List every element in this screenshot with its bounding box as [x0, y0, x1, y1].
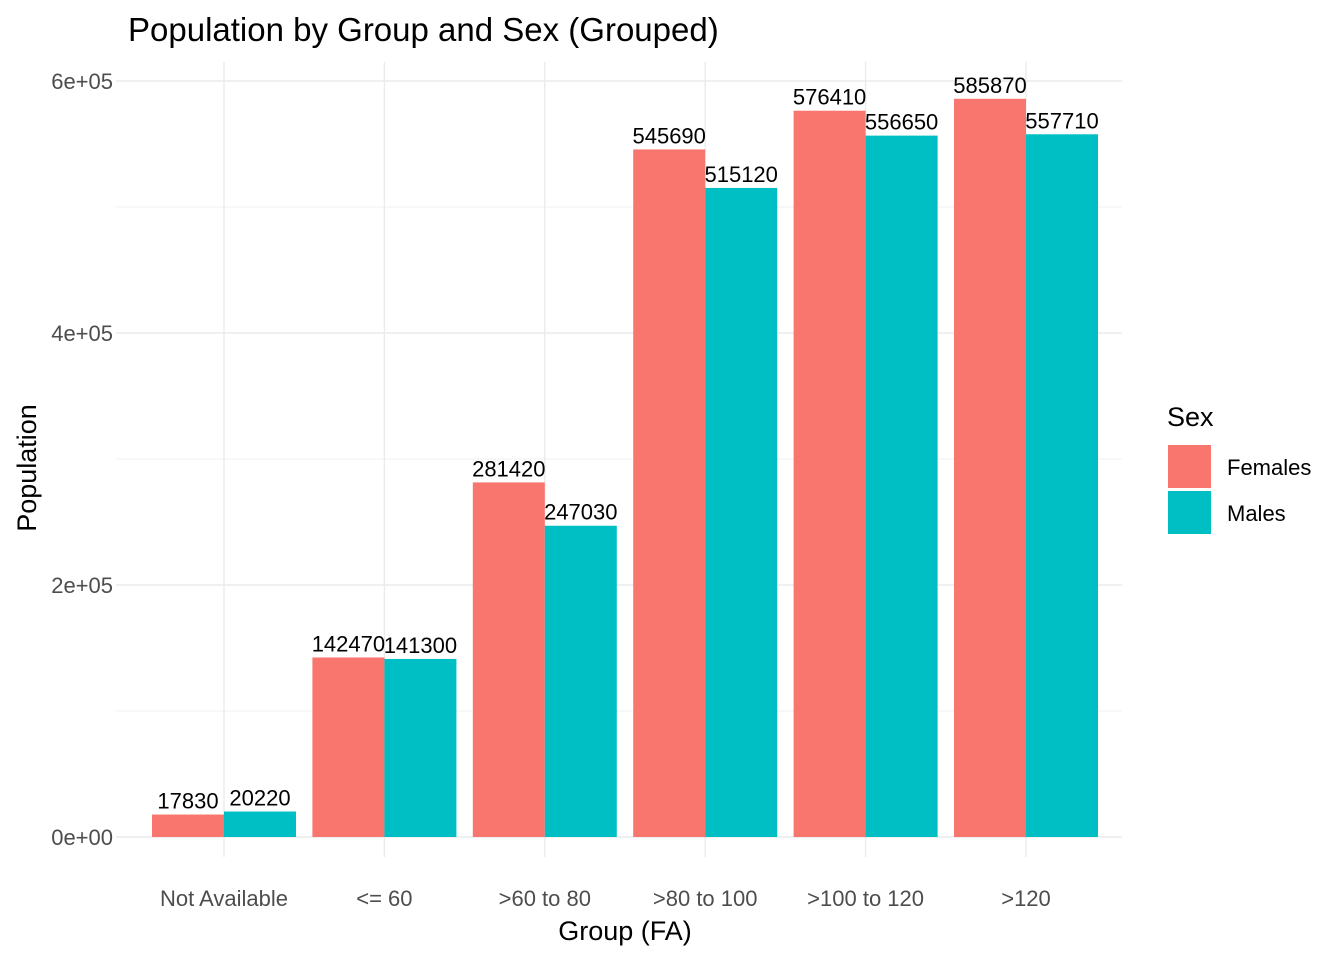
- legend-key-males: [1168, 491, 1211, 534]
- y-axis-ticks: 0e+00 2e+05 4e+05 6e+05: [51, 69, 113, 850]
- data-label-males-3: 515120: [704, 162, 777, 187]
- x-tick-label: >80 to 100: [653, 886, 758, 911]
- legend: Sex Females Males: [1167, 402, 1311, 534]
- bar-males-1: [384, 658, 457, 837]
- data-label-males-0: 20220: [229, 786, 290, 811]
- x-tick-label: >60 to 80: [499, 886, 591, 911]
- bar-males-2: [544, 525, 617, 837]
- y-tick-label: 4e+05: [51, 321, 113, 346]
- data-labels: 17830 142470 281420 545690 576410 585870 20220…: [157, 73, 1098, 814]
- data-label-females-0: 17830: [157, 789, 218, 814]
- legend-key-females: [1168, 445, 1211, 488]
- bars: [152, 98, 1098, 838]
- data-label-males-5: 557710: [1025, 108, 1098, 133]
- y-tick-label: 6e+05: [51, 69, 113, 94]
- bar-males-0: [224, 811, 296, 837]
- legend-title: Sex: [1167, 402, 1214, 432]
- chart-title: Population by Group and Sex (Grouped): [128, 11, 719, 48]
- data-label-males-4: 556650: [865, 110, 938, 135]
- bar-females-3: [633, 149, 706, 837]
- bar-males-4: [865, 135, 938, 838]
- bar-females-0: [152, 814, 224, 837]
- legend-label-males: Males: [1227, 501, 1286, 526]
- data-label-females-3: 545690: [632, 123, 705, 148]
- y-tick-label: 0e+00: [51, 825, 113, 850]
- legend-label-females: Females: [1227, 455, 1311, 480]
- x-tick-label: >100 to 120: [807, 886, 924, 911]
- bar-females-1: [312, 657, 385, 837]
- x-axis-title: Group (FA): [558, 916, 692, 946]
- data-label-males-1: 141300: [384, 633, 457, 658]
- bar-females-5: [954, 98, 1026, 837]
- x-tick-label: Not Available: [160, 886, 288, 911]
- bar-males-3: [705, 187, 778, 838]
- x-tick-label: <= 60: [356, 886, 412, 911]
- data-label-females-2: 281420: [472, 456, 545, 481]
- data-label-females-5: 585870: [953, 73, 1026, 98]
- bar-males-5: [1026, 134, 1098, 837]
- x-tick-label: >120: [1001, 886, 1051, 911]
- bar-females-2: [472, 482, 545, 837]
- x-axis-ticks: Not Available <= 60 >60 to 80 >80 to 100 >10…: [160, 886, 1051, 911]
- data-label-females-1: 142470: [312, 631, 385, 656]
- data-label-males-2: 247030: [544, 500, 617, 525]
- bar-females-4: [793, 110, 866, 838]
- y-tick-label: 2e+05: [51, 573, 113, 598]
- data-label-females-4: 576410: [793, 85, 866, 110]
- y-axis-title: Population: [12, 404, 42, 532]
